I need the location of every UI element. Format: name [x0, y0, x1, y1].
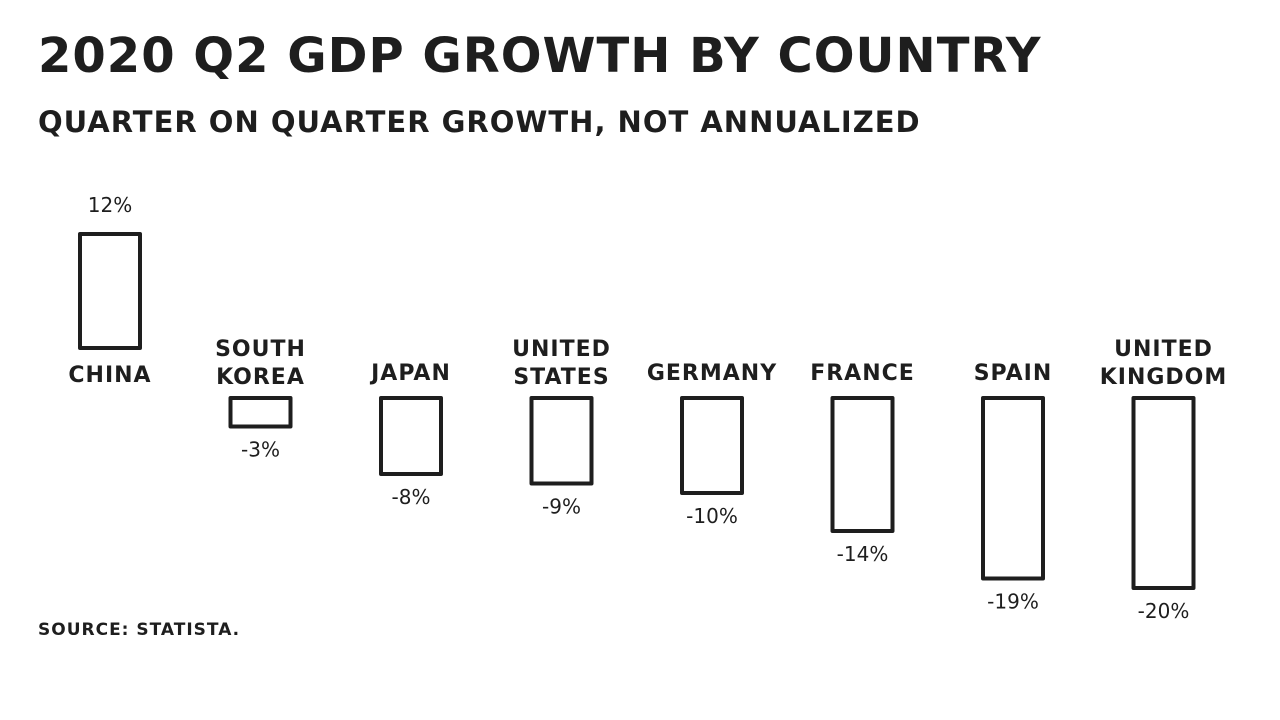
- bar-group-united-kingdom: -20% UNITED KINGDOM: [1100, 337, 1228, 623]
- category-label-japan: JAPAN: [369, 361, 451, 386]
- chart-subtitle: QUARTER ON QUARTER GROWTH, NOT ANNUALIZE…: [38, 105, 921, 139]
- bar-group-south-korea: -3% SOUTH KOREA: [215, 337, 306, 462]
- source-note: SOURCE: STATISTA.: [38, 620, 241, 640]
- bar-group-united-states: -9% UNITED STATES: [512, 337, 611, 519]
- value-label-france: -14%: [837, 542, 889, 566]
- category-label-united-states: UNITED STATES: [512, 337, 611, 390]
- value-label-south-korea: -3%: [241, 438, 280, 462]
- category-label-south-korea: SOUTH KOREA: [215, 337, 306, 390]
- category-label-germany: GERMANY: [647, 361, 777, 386]
- bar-group-france: -14% FRANCE: [810, 361, 915, 566]
- bar-group-china: 12% CHINA: [68, 193, 151, 388]
- category-label-france: FRANCE: [810, 361, 915, 386]
- value-label-china: 12%: [88, 193, 132, 217]
- value-label-united-states: -9%: [542, 495, 581, 519]
- category-label-united-kingdom: UNITED KINGDOM: [1100, 337, 1228, 390]
- bar-united-kingdom: [1131, 396, 1196, 590]
- category-label-spain: SPAIN: [974, 361, 1053, 386]
- bar-south-korea: [228, 396, 293, 429]
- bar-germany: [680, 396, 744, 495]
- value-label-united-kingdom: -20%: [1138, 599, 1190, 623]
- chart-title: 2020 Q2 GDP GROWTH BY COUNTRY: [38, 28, 1042, 84]
- value-label-japan: -8%: [392, 485, 431, 509]
- bar-france: [830, 396, 895, 533]
- bar-group-japan: -8% JAPAN: [369, 361, 451, 509]
- value-label-germany: -10%: [686, 504, 738, 528]
- category-label-china: CHINA: [68, 363, 151, 388]
- bar-china: [78, 232, 142, 350]
- value-label-spain: -19%: [987, 590, 1039, 614]
- bar-group-germany: -10% GERMANY: [647, 361, 777, 528]
- bar-japan: [379, 396, 443, 476]
- bar-spain: [981, 396, 1045, 581]
- bar-group-spain: -19% SPAIN: [974, 361, 1053, 614]
- bar-united-states: [529, 396, 594, 486]
